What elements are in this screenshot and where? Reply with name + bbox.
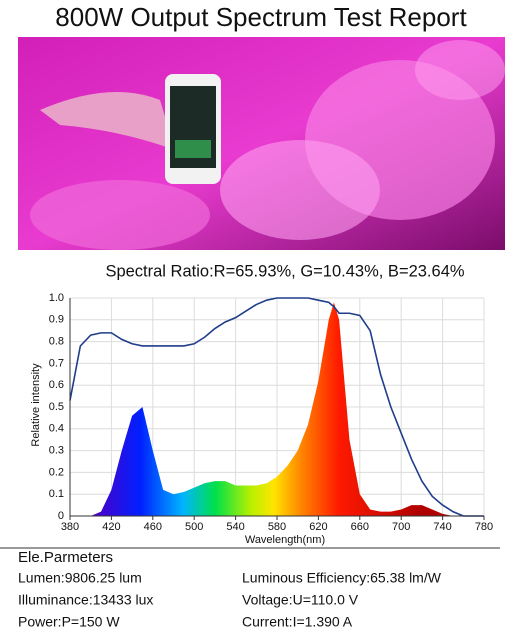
x-tick-label: 460 — [144, 521, 162, 533]
x-tick-label: 700 — [392, 521, 410, 533]
y-tick-label: 1.0 — [49, 292, 64, 304]
chart-title: Spectral Ratio:R=65.93%, G=10.43%, B=23.… — [105, 262, 464, 280]
spectrum-area — [70, 302, 484, 516]
x-tick-label: 620 — [309, 521, 327, 533]
spec-item: Current:I=1.390 A — [242, 614, 353, 627]
y-tick-label: 0.5 — [49, 401, 64, 413]
specs-heading: Ele.Parmeters — [18, 549, 113, 566]
spec-item: Luminous Efficiency:65.38 lm/W — [242, 570, 442, 586]
photo — [18, 37, 505, 250]
x-tick-label: 580 — [268, 521, 286, 533]
spec-item: Lumen:9806.25 lum — [18, 570, 142, 586]
y-tick-label: 0.1 — [49, 488, 64, 500]
specs: Lumen:9806.25 lum Illuminance:13433 lux Po… — [18, 570, 442, 627]
x-tick-label: 420 — [102, 521, 120, 533]
spec-item: Illuminance:13433 lux — [18, 592, 153, 608]
x-tick-label: 660 — [351, 521, 369, 533]
x-tick-label: 380 — [61, 521, 79, 533]
intensity-line — [69, 297, 484, 517]
y-tick-label: 0.2 — [49, 466, 64, 478]
y-tick-label: 0.4 — [49, 423, 64, 435]
y-tick-label: 0.6 — [49, 379, 64, 391]
x-tick-label: 500 — [185, 521, 203, 533]
y-tick-label: 0.7 — [49, 357, 64, 369]
x-tick-label: 780 — [475, 521, 493, 533]
y-axis-label: Relative intensity — [30, 363, 42, 447]
spec-item: Power:P=150 W — [18, 614, 120, 627]
x-axis-label: Wavelength(nm) — [245, 534, 325, 546]
y-tick-label: 0.9 — [49, 314, 64, 326]
x-tick-label: 740 — [433, 521, 451, 533]
y-tick-label: 0 — [58, 510, 64, 522]
y-tick-label: 0.8 — [49, 336, 64, 348]
x-tick-label: 540 — [226, 521, 244, 533]
spec-item: Voltage:U=110.0 V — [242, 592, 359, 608]
page-title: 800W Output Spectrum Test Report — [55, 2, 467, 32]
plot: 0 0.1 0.2 0.3 0.4 0.5 0.6 0.7 0.8 0.9 1.0 380 420 460… — [49, 292, 493, 533]
y-tick-label: 0.3 — [49, 445, 64, 457]
